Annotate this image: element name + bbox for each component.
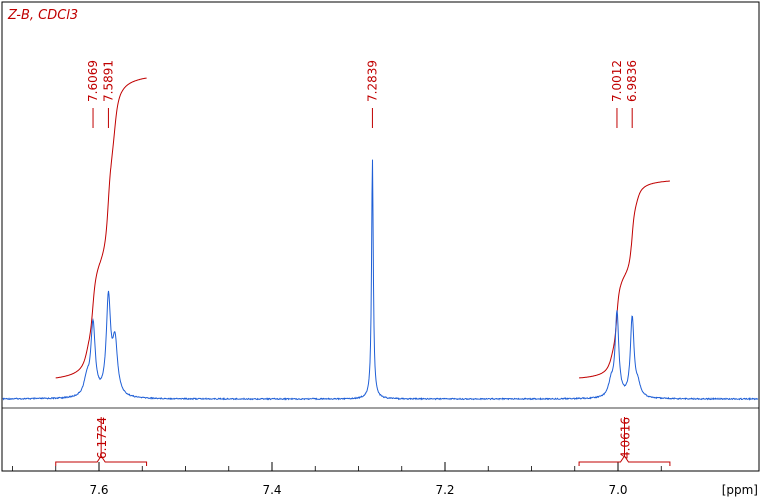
integral-value-label: 6.1724 — [95, 417, 109, 459]
peak-labels: 7.6069 7.5891 7.2839 7.0012 6.9836 — [86, 60, 639, 128]
x-axis-tick-labels: 7.6 7.4 7.2 7.0 — [89, 483, 627, 497]
peak-label: 6.9836 — [625, 60, 639, 102]
integral-curve — [55, 77, 147, 379]
x-tick-label: 7.0 — [608, 483, 627, 497]
peak-label: 7.5891 — [101, 60, 115, 102]
x-axis-ticks — [12, 462, 662, 471]
x-axis-label: [ppm] — [722, 483, 758, 497]
x-tick-label: 7.4 — [262, 483, 281, 497]
spectrum-layer — [2, 159, 759, 401]
integral-value-label: 4.0616 — [618, 417, 632, 459]
x-tick-label: 7.2 — [435, 483, 454, 497]
integral-brackets: 6.1724 4.0616 — [55, 417, 671, 466]
peak-label: 7.2839 — [365, 60, 379, 102]
peak-label: 7.6069 — [86, 60, 100, 102]
spectrum-line — [2, 159, 759, 401]
x-tick-label: 7.6 — [89, 483, 108, 497]
plot-frame — [1, 1, 760, 472]
integral-curves — [55, 77, 670, 379]
chart-title: Z-B, CDCl3 — [7, 8, 78, 23]
integral-curve — [578, 180, 670, 379]
peak-label: 7.0012 — [610, 60, 624, 102]
